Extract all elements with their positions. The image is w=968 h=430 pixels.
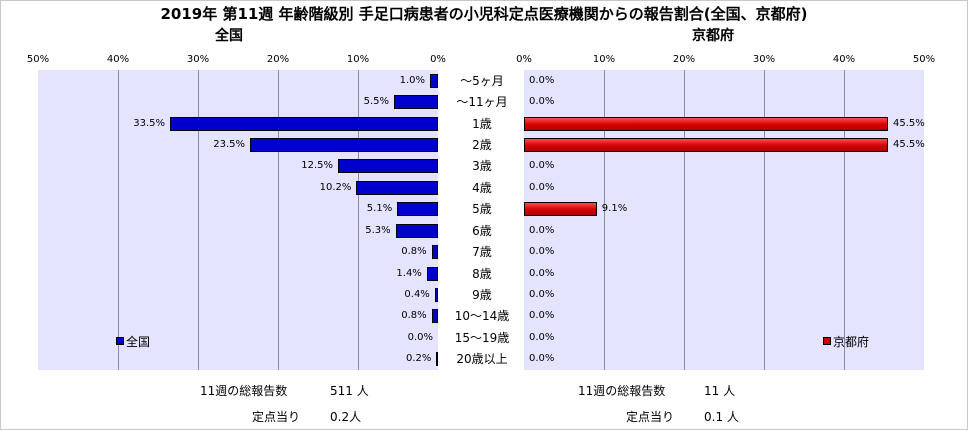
- kyoto-tick-label: 30%: [752, 54, 776, 65]
- national-value-label: 0.8%: [401, 310, 427, 322]
- age-category-label: 6歳: [472, 223, 492, 238]
- national-tick-label: 40%: [106, 54, 130, 65]
- national-legend-swatch: [116, 337, 124, 345]
- kyoto-gridline: [764, 70, 765, 370]
- national-bar: [436, 352, 438, 367]
- kyoto-bar: [524, 202, 597, 217]
- national-bar: [394, 95, 438, 110]
- kyoto-tick-label: 40%: [832, 54, 856, 65]
- kyoto-value-label: 0.0%: [529, 267, 555, 279]
- age-category-label: 3歳: [472, 159, 492, 174]
- national-value-label: 23.5%: [213, 139, 245, 150]
- kyoto-per-site-label: 定点当り: [626, 410, 675, 424]
- kyoto-bar: [524, 116, 888, 131]
- national-value-label: 0.8%: [401, 246, 427, 258]
- national-bar: [170, 116, 438, 131]
- national-total-value: 511 人: [330, 384, 369, 398]
- national-bar: [397, 202, 438, 217]
- national-value-label: 33.5%: [133, 117, 165, 129]
- age-category-label: ～11ヶ月: [456, 95, 508, 110]
- national-legend-label: 全国: [126, 335, 151, 349]
- national-bar: [431, 309, 438, 324]
- national-bar: [338, 159, 438, 174]
- national-per-site-value: 0.2人: [330, 410, 362, 424]
- national-plot-area: [38, 70, 438, 370]
- national-gridline: [358, 70, 359, 370]
- kyoto-bar: [524, 138, 888, 152]
- age-category-label: ～5ヶ月: [460, 73, 504, 88]
- kyoto-tick-label: 20%: [672, 54, 696, 65]
- chart-title: 2019年 第11週 年齢階級別 手足口病患者の小児科定点医療機関からの報告割合…: [160, 5, 808, 23]
- national-tick-label: 30%: [186, 54, 210, 65]
- national-bar: [426, 266, 438, 281]
- kyoto-value-label: 0.0%: [529, 310, 555, 322]
- age-category-label: 8歳: [472, 266, 492, 281]
- age-category-label: 5歳: [472, 202, 492, 217]
- national-bar: [430, 73, 438, 88]
- age-category-label: 1歳: [472, 116, 492, 131]
- national-bar: [431, 245, 438, 260]
- age-category-label: 9歳: [472, 288, 492, 302]
- kyoto-total-label: 11週の総報告数: [578, 384, 666, 398]
- national-value-label: 1.0%: [399, 74, 425, 86]
- national-value-label: 1.4%: [396, 267, 422, 279]
- national-per-site-label: 定点当り: [252, 410, 301, 424]
- national-tick-label: 10%: [346, 54, 370, 65]
- kyoto-per-site-value: 0.1 人: [704, 410, 739, 424]
- national-value-label: 12.5%: [301, 160, 333, 172]
- kyoto-value-label: 0.0%: [529, 74, 555, 86]
- kyoto-tick-label: 0%: [516, 54, 532, 65]
- national-value-label: 5.1%: [366, 203, 393, 215]
- kyoto-value-label: 45.5%: [893, 139, 925, 150]
- age-category-label: 10～14歳: [454, 309, 510, 324]
- national-tick-label: 50%: [26, 54, 50, 65]
- kyoto-tick-label: 10%: [592, 54, 616, 65]
- kyoto-value-label: 0.0%: [529, 160, 555, 172]
- kyoto-value-label: 45.5%: [893, 117, 925, 129]
- kyoto-legend: 京都府: [823, 335, 869, 349]
- national-legend: 全国: [116, 335, 150, 349]
- kyoto-value-label: 0.0%: [529, 246, 555, 258]
- age-category-label: 20歳以上: [456, 352, 508, 367]
- national-gridline: [198, 70, 199, 370]
- kyoto-gridline: [844, 70, 845, 370]
- kyoto-tick-label: 50%: [912, 54, 936, 65]
- kyoto-value-label: 0.0%: [529, 181, 555, 193]
- national-value-label: 10.2%: [319, 181, 352, 193]
- age-category-label: 4歳: [472, 180, 492, 195]
- national-bar: [356, 180, 438, 195]
- kyoto-value-label: 9.1%: [601, 203, 628, 215]
- national-chart-title: 全国: [215, 28, 243, 44]
- kyoto-value-label: 0.0%: [529, 353, 555, 365]
- national-tick-label: 20%: [266, 54, 290, 65]
- kyoto-gridline: [604, 70, 605, 370]
- kyoto-legend-swatch: [823, 337, 831, 345]
- age-category-label: 2歳: [472, 138, 492, 152]
- national-tick-label: 0%: [430, 54, 446, 65]
- national-value-label: 0.2%: [406, 353, 432, 365]
- kyoto-plot-area: [524, 70, 924, 370]
- kyoto-value-label: 0.0%: [529, 96, 555, 108]
- kyoto-value-label: 0.0%: [529, 331, 555, 343]
- national-gridline: [278, 70, 279, 370]
- national-bar: [395, 223, 438, 238]
- kyoto-total-value: 11 人: [704, 384, 736, 398]
- kyoto-value-label: 0.0%: [529, 224, 555, 236]
- age-category-label: 15～19歳: [454, 330, 510, 345]
- national-value-label: 5.5%: [363, 96, 389, 108]
- national-total-label: 11週の総報告数: [200, 384, 288, 398]
- kyoto-value-label: 0.0%: [529, 289, 555, 300]
- national-bar: [250, 138, 438, 152]
- age-category-label: 7歳: [472, 245, 492, 260]
- national-value-label: 5.3%: [365, 224, 391, 236]
- national-value-label: 0.0%: [407, 331, 433, 343]
- national-bar: [434, 288, 438, 302]
- kyoto-chart-title: 京都府: [692, 28, 734, 44]
- national-value-label: 0.4%: [404, 289, 430, 300]
- kyoto-gridline: [684, 70, 685, 370]
- kyoto-legend-label: 京都府: [833, 335, 870, 349]
- national-gridline: [118, 70, 119, 370]
